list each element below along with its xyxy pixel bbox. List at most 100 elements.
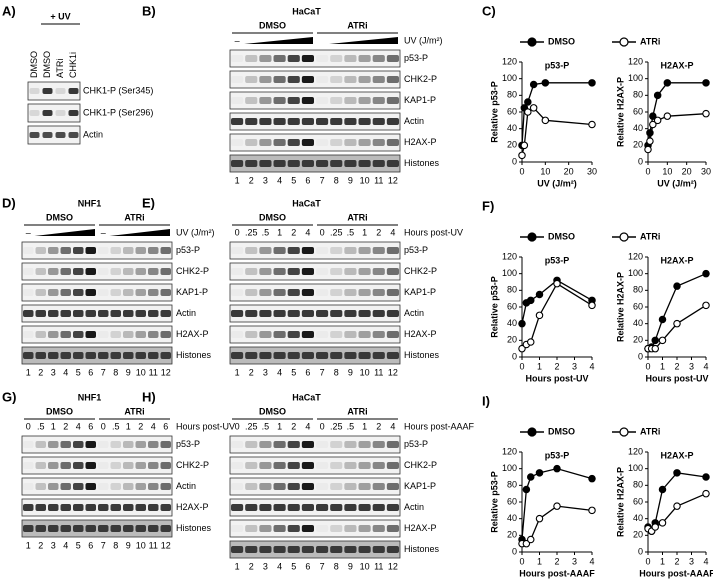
band (301, 441, 314, 448)
band (55, 88, 66, 94)
band (358, 160, 371, 167)
band (273, 118, 286, 125)
band (287, 55, 300, 62)
condition-label: UV (J/m²) (404, 35, 443, 45)
band (55, 132, 66, 138)
band (259, 331, 272, 338)
x-tick-label: 10 (540, 166, 550, 176)
band (48, 441, 59, 448)
band (160, 289, 171, 296)
y-tick-label: 100 (628, 463, 643, 473)
legend-marker (527, 232, 537, 242)
time-label: 1 (126, 421, 131, 431)
lane-number: 8 (334, 175, 339, 185)
time-label: 2 (291, 227, 296, 237)
lane-number: 8 (334, 367, 339, 377)
band (372, 462, 385, 469)
band (148, 289, 159, 296)
band (301, 76, 314, 83)
y-tick-label: 120 (502, 446, 517, 456)
band (316, 546, 329, 553)
y-tick-label: 0 (638, 156, 643, 166)
y-axis-label: Relative p53-P (489, 276, 499, 338)
band (316, 441, 329, 448)
band (35, 462, 46, 469)
band (48, 483, 59, 490)
blot-row (229, 283, 401, 302)
lane-label: DMSO (29, 51, 39, 78)
band (110, 462, 121, 469)
time-label: 1 (51, 421, 56, 431)
time-label: 0 (320, 421, 325, 431)
band (98, 504, 109, 511)
band (231, 441, 244, 448)
blot-row (229, 112, 401, 131)
x-tick-label: 3 (572, 556, 577, 566)
band (123, 462, 134, 469)
band (259, 97, 272, 104)
band (123, 483, 134, 490)
lane-number: 6 (305, 367, 310, 377)
y-tick-label: 20 (507, 335, 517, 345)
band (135, 483, 146, 490)
lane-number: 10 (360, 367, 370, 377)
band (73, 462, 84, 469)
group-label: ATRi (347, 212, 367, 222)
band (259, 139, 272, 146)
band (358, 310, 371, 317)
band (29, 132, 40, 138)
band (344, 247, 357, 254)
band (386, 483, 399, 490)
y-tick-label: 80 (633, 285, 643, 295)
y-tick-label: 40 (633, 318, 643, 328)
band (35, 483, 46, 490)
band (301, 331, 314, 338)
data-point (518, 344, 526, 353)
band (386, 268, 399, 275)
band (245, 310, 258, 317)
band (35, 441, 46, 448)
lane-number: 2 (38, 367, 43, 377)
y-tick-label: 60 (507, 301, 517, 311)
blot-row (21, 325, 173, 344)
lane-number: 7 (320, 561, 325, 571)
panel-label: B) (142, 3, 156, 18)
band (245, 247, 258, 254)
data-point (658, 485, 667, 494)
band (60, 352, 71, 359)
time-label: 6 (88, 421, 93, 431)
data-point (535, 469, 544, 477)
band (358, 247, 371, 254)
lane-number: 8 (113, 367, 118, 377)
data-point (702, 489, 710, 498)
y-tick-label: 120 (628, 56, 643, 66)
panel-label: H) (142, 389, 156, 404)
band (245, 331, 258, 338)
band (273, 247, 286, 254)
legend-label: DMSO (548, 426, 575, 436)
band (301, 462, 314, 469)
band (344, 331, 357, 338)
band (386, 118, 399, 125)
data-point (702, 79, 710, 87)
lane-number: 2 (38, 540, 43, 550)
band (386, 504, 399, 511)
band (42, 132, 53, 138)
blot-row (27, 125, 81, 145)
data-point (658, 336, 667, 345)
blot-row (229, 540, 401, 559)
band (85, 483, 96, 490)
band (386, 160, 399, 167)
band (231, 118, 244, 125)
y-axis-label: Relative p53-P (489, 471, 499, 533)
band (344, 139, 357, 146)
lane-number: 9 (126, 367, 131, 377)
blot-row (229, 154, 401, 173)
plot-title: H2AX-P (660, 450, 693, 460)
band (245, 97, 258, 104)
y-tick-label: 100 (502, 73, 517, 83)
band (316, 352, 329, 359)
x-tick-label: 20 (682, 166, 692, 176)
panel-label: F) (482, 198, 494, 213)
dose-wedge (34, 229, 95, 236)
